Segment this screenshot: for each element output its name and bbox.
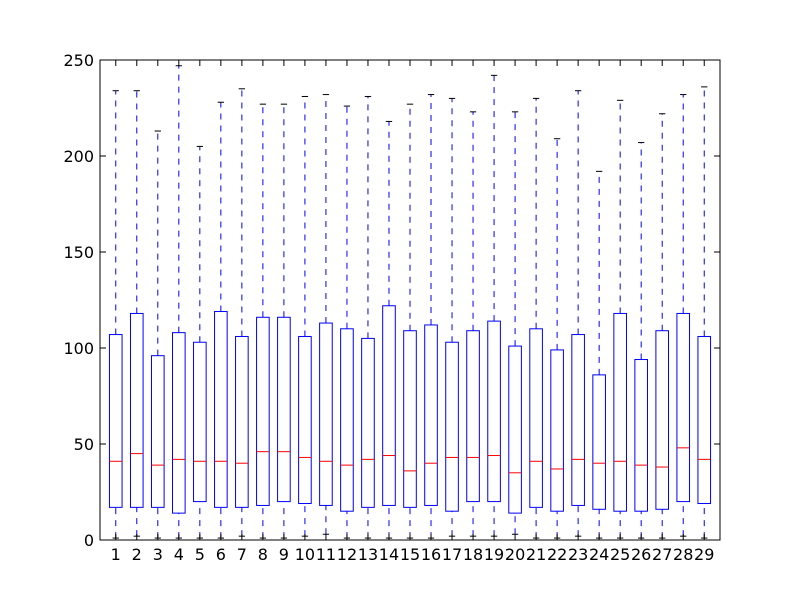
box-group-14	[382, 120, 396, 539]
box-iqr	[235, 335, 249, 508]
box-iqr	[319, 322, 333, 506]
box-iqr	[445, 341, 459, 512]
x-tick-label: 25	[610, 545, 630, 564]
box-iqr	[697, 335, 712, 505]
box-group-16	[424, 94, 438, 539]
x-tick-label: 1	[111, 545, 121, 564]
box-iqr	[613, 312, 627, 512]
box-iqr	[424, 324, 438, 506]
x-tick-label: 27	[652, 545, 672, 564]
x-tick-label: 29	[694, 545, 714, 564]
box-group-3	[150, 130, 165, 539]
box-group-1	[108, 90, 123, 539]
box-group-25	[613, 99, 627, 539]
x-tick-label: 4	[174, 545, 184, 564]
x-tick-label: 23	[568, 545, 588, 564]
y-tick-label: 50	[74, 435, 94, 454]
x-tick-label: 26	[631, 545, 651, 564]
box-group-17	[445, 97, 459, 537]
box-group-19	[487, 74, 501, 537]
x-tick-label: 20	[505, 545, 525, 564]
box-group-27	[655, 113, 670, 539]
x-tick-label: 5	[195, 545, 205, 564]
box-iqr	[150, 355, 165, 508]
box-iqr	[550, 349, 564, 512]
box-group-21	[529, 97, 543, 539]
x-tick-label: 8	[258, 545, 268, 564]
box-group-5	[193, 145, 207, 539]
box-group-29	[697, 86, 712, 539]
box-group-23	[571, 90, 585, 537]
y-tick-label: 250	[63, 51, 94, 70]
box-group-8	[256, 103, 270, 539]
y-tick-label: 150	[63, 243, 94, 262]
x-axis: 1 2 3 4 5 6 7 8 9 10 11 12 13 14 15 16 17 18 19 20 21 22 23 24 2…	[111, 60, 714, 564]
box-group-12	[340, 105, 354, 539]
x-tick-label: 19	[484, 545, 504, 564]
x-tick-label: 10	[295, 545, 315, 564]
box-group-28	[676, 94, 691, 537]
box-iqr	[129, 312, 144, 508]
x-tick-label: 21	[526, 545, 546, 564]
x-tick-label: 17	[442, 545, 462, 564]
box-group-13	[361, 95, 375, 539]
y-tick-label: 0	[84, 531, 94, 550]
x-tick-label: 22	[547, 545, 567, 564]
x-tick-label: 2	[132, 545, 142, 564]
box-iqr	[571, 334, 585, 506]
x-tick-label: 12	[337, 545, 357, 564]
y-tick-label: 200	[63, 147, 94, 166]
x-tick-label: 16	[421, 545, 441, 564]
box-iqr	[592, 374, 606, 510]
x-tick-label: 14	[379, 545, 399, 564]
box-group-10	[298, 95, 312, 537]
box-iqr	[193, 341, 207, 503]
x-tick-label: 3	[153, 545, 163, 564]
y-axis: 0 50 100 150 200 250	[63, 51, 720, 550]
box-iqr	[403, 330, 417, 508]
x-tick-label: 7	[237, 545, 247, 564]
box-iqr	[298, 335, 312, 505]
box-group-6	[214, 101, 228, 539]
x-tick-label: 18	[463, 545, 483, 564]
x-tick-label: 6	[216, 545, 226, 564]
box-iqr	[676, 312, 691, 503]
box-iqr	[108, 334, 123, 508]
box-group-4	[172, 65, 186, 539]
box-iqr	[382, 305, 396, 506]
x-tick-label: 9	[279, 545, 289, 564]
box-iqr	[214, 311, 228, 508]
x-tick-label: 13	[358, 545, 378, 564]
box-group-24	[592, 170, 606, 539]
box-group-15	[403, 103, 417, 539]
box-iqr	[361, 337, 375, 508]
box-iqr	[256, 316, 270, 506]
x-tick-label: 28	[673, 545, 693, 564]
box-iqr	[634, 359, 648, 512]
box-group-7	[235, 88, 249, 537]
box-group-26	[634, 142, 648, 539]
box-iqr	[172, 332, 186, 514]
box-iqr	[529, 328, 543, 508]
box-iqr	[655, 330, 670, 510]
box-iqr	[466, 330, 480, 503]
plot-layer	[108, 65, 712, 539]
x-tick-label: 24	[589, 545, 609, 564]
box-iqr	[508, 345, 522, 514]
box-iqr	[487, 320, 501, 503]
box-group-18	[466, 111, 480, 537]
box-iqr	[277, 316, 291, 503]
x-tick-label: 15	[400, 545, 420, 564]
box-group-2	[129, 90, 144, 537]
box-iqr	[340, 328, 354, 512]
box-group-11	[319, 94, 333, 535]
x-tick-label: 11	[316, 545, 336, 564]
y-tick-label: 100	[63, 339, 94, 358]
